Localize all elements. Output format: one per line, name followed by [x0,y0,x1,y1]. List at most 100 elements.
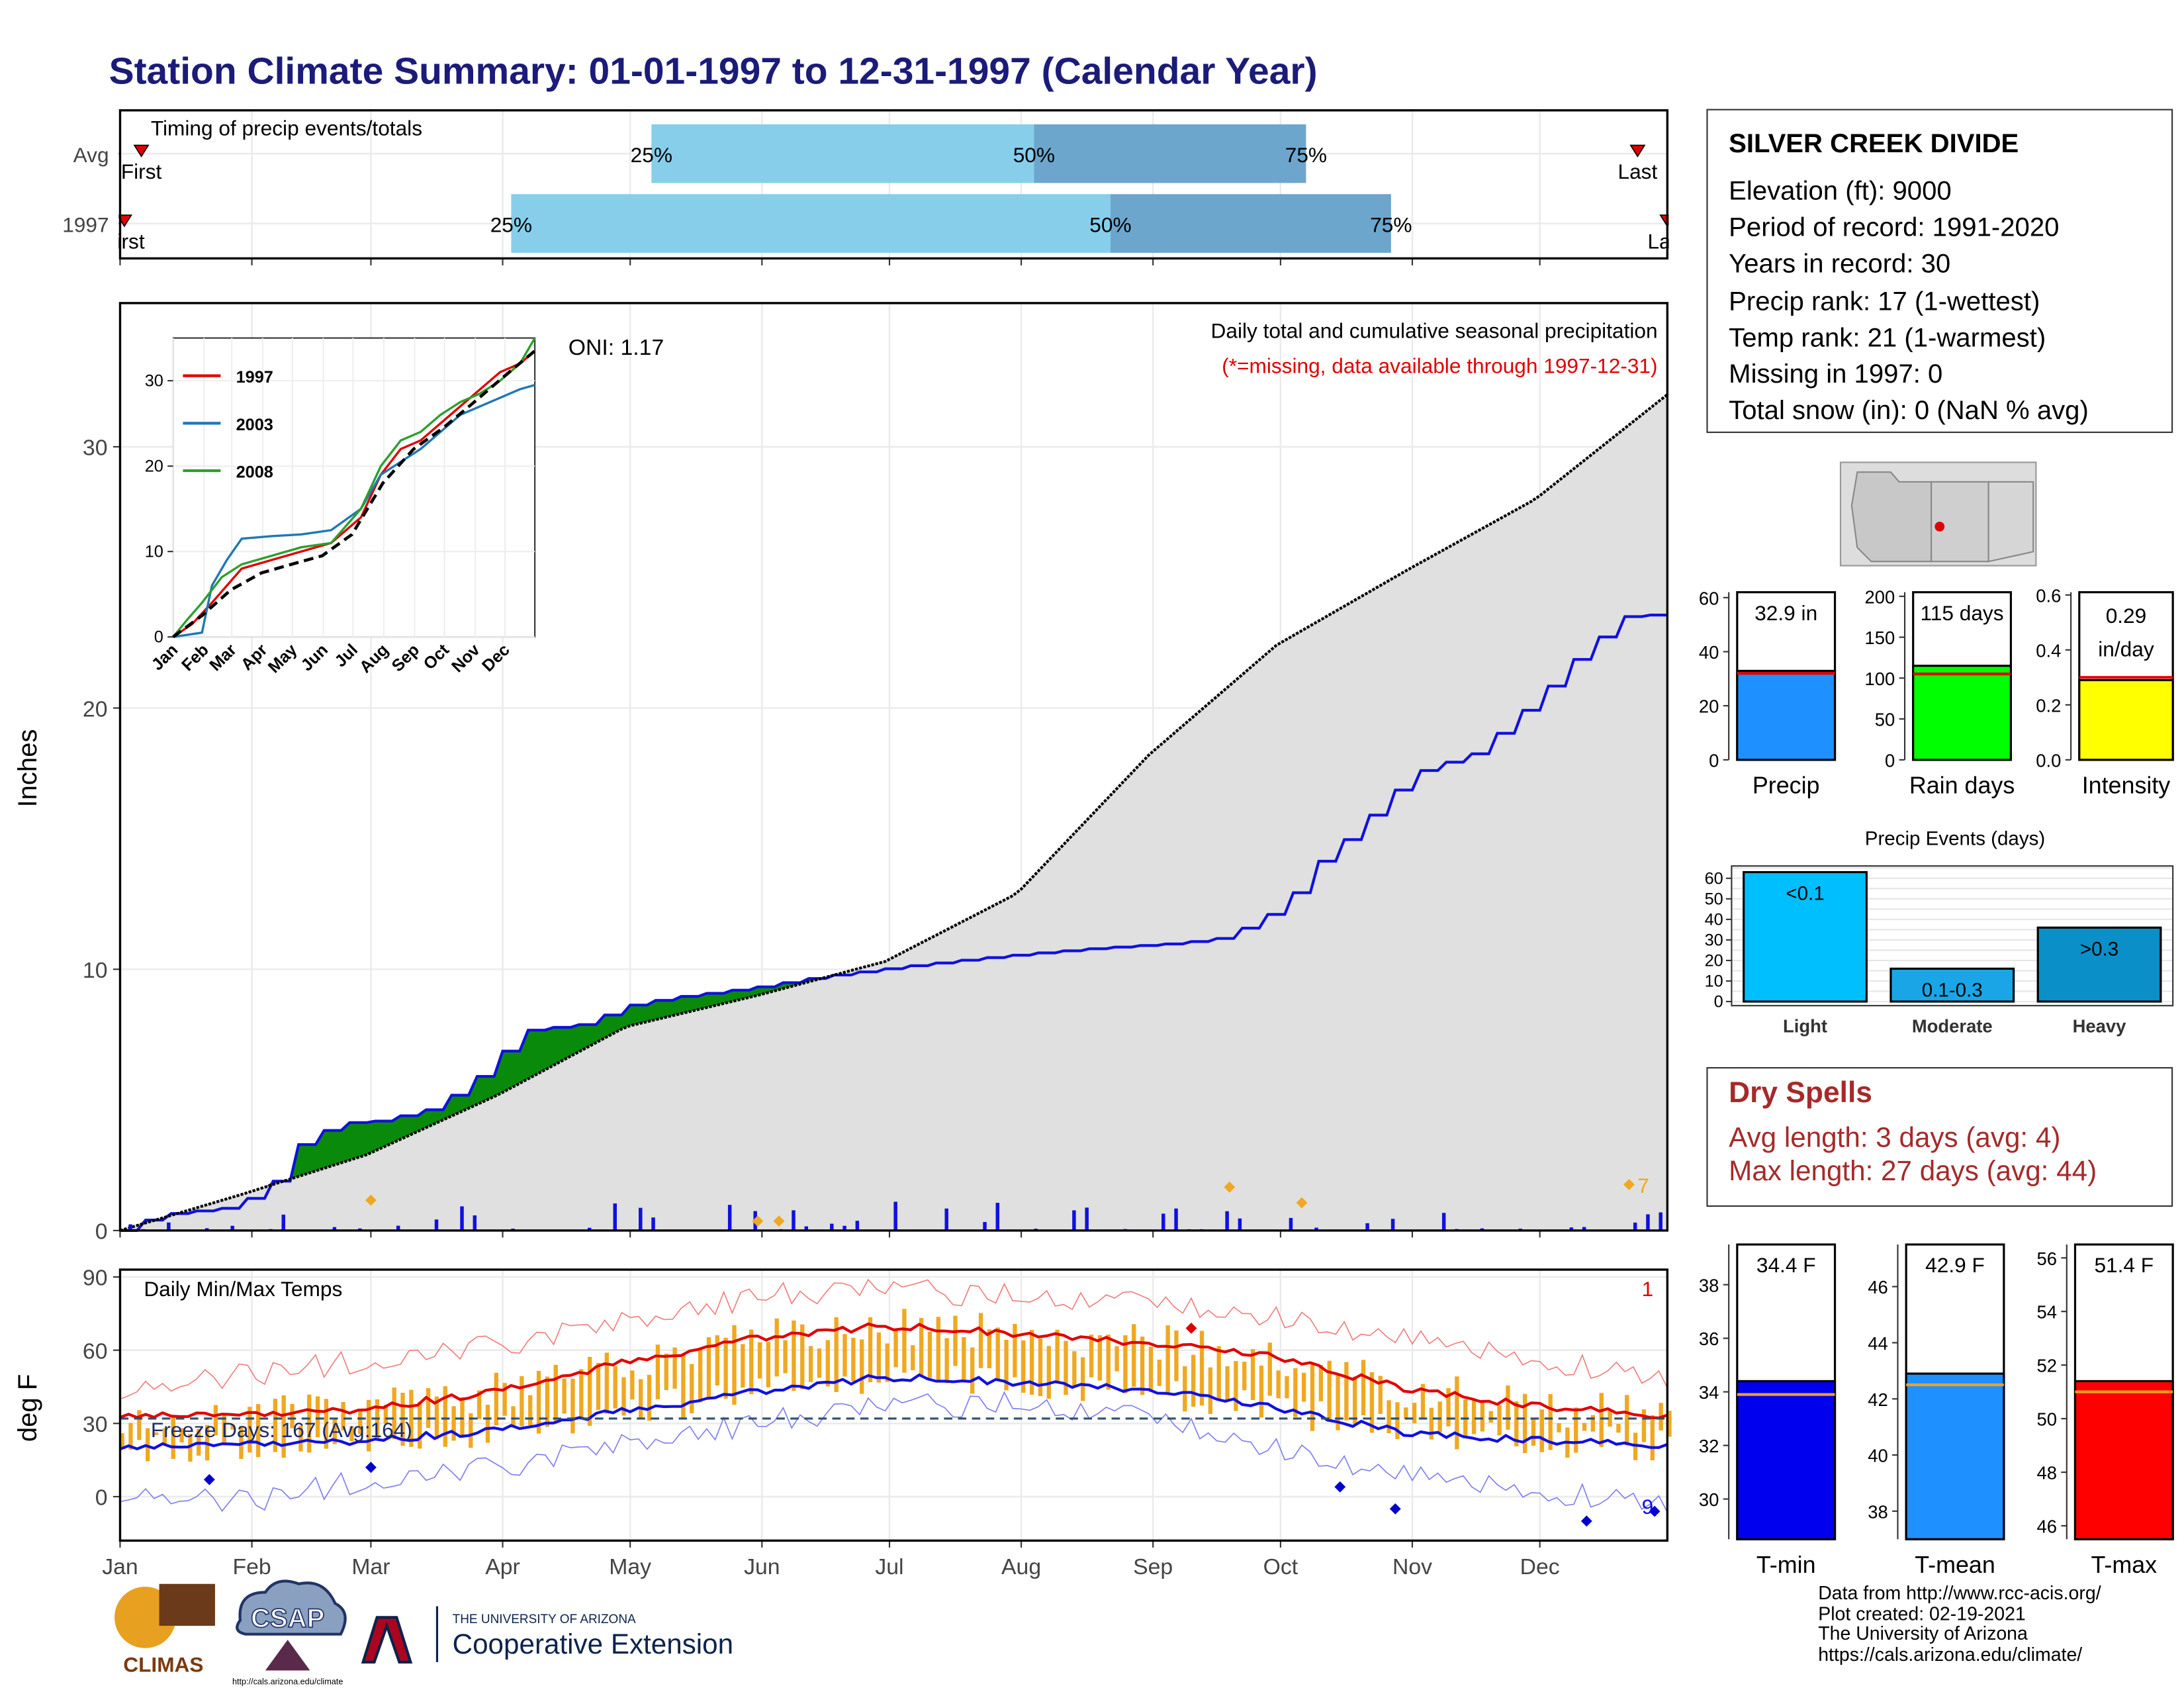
daily-temp-bar [1548,1393,1553,1450]
daily-temp-bar [1174,1330,1179,1382]
daily-precip-bar [1633,1222,1637,1231]
credit-university: The University of Arizona [1818,1622,2028,1644]
daily-temp-bar [154,1432,159,1435]
daily-temp-bar [911,1345,915,1370]
daily-temp-bar [434,1396,439,1440]
timing-bar-q3-1 [1110,194,1391,253]
daily-temp-bar [698,1348,703,1403]
daily-temp-bar [1616,1423,1621,1433]
events-bar-label: 0.1-0.3 [1922,980,1983,1002]
daily-temp-bar [1216,1346,1221,1399]
tmean-bar [1905,1372,2005,1540]
daily-temp-bar [1625,1395,1629,1446]
daily-temp-bar [383,1404,388,1424]
daily-temp-bar [1353,1376,1357,1424]
daily-temp-bar [1344,1362,1349,1421]
daily-temp-bar [579,1369,584,1419]
station-info-box: SILVER CREEK DIVIDE Elevation (ft): 9000… [1706,109,2173,434]
inset-series-line-2003 [173,383,535,638]
timing-pct-label: 50% [1013,143,1055,167]
events-category-label: Light [1783,1015,1827,1036]
tmean-value-label: 42.9 F [1925,1253,1985,1277]
daily-temp-bar [792,1320,796,1391]
timing-bar-q3-0 [1034,124,1306,183]
temp-title: Daily Min/Max Temps [144,1277,342,1301]
cum-ytick-label: 20 [83,696,108,722]
daily-temp-bar [213,1405,218,1436]
cum-title: Daily total and cumulative seasonal prec… [1211,319,1658,343]
daily-temp-bar [1276,1370,1281,1399]
timing-bar-q2-1 [511,194,1111,253]
daily-temp-bar [613,1366,617,1409]
daily-temp-bar [1123,1335,1128,1393]
daily-temp-bar [179,1428,184,1442]
temp-ytick-label: 0 [95,1485,108,1511]
oni-label: ONI: 1.17 [569,335,664,360]
daily-temp-bar [876,1332,882,1383]
daily-temp-bar [1539,1409,1544,1452]
daily-temp-bar [817,1348,822,1378]
daily-temp-bar [494,1372,498,1426]
daily-temp-bar [808,1346,813,1382]
timing-frame [118,109,1669,260]
temp-series-avg-min [119,1373,1668,1451]
daily-temp-bar [1148,1346,1154,1392]
daily-temp-bar [392,1387,396,1440]
temp-month-label: Mar [351,1554,390,1579]
daily-precip-bar [128,1224,132,1231]
daily-temp-bar [1369,1372,1375,1433]
raindays-ytick-label: 200 [1865,586,1895,607]
tmean-ytick-label: 44 [1868,1333,1888,1354]
daily-temp-bar [553,1364,558,1421]
daily-temp-bar [1455,1376,1459,1450]
daily-temp-bar [443,1386,447,1447]
daily-temp-bar [1004,1339,1009,1391]
dry-spells-avg: Avg length: 3 days (avg: 4) [1729,1123,2061,1154]
daily-temp-bar [1514,1401,1519,1446]
daily-temp-bar [477,1390,482,1419]
daily-temp-bar [1437,1401,1442,1432]
daily-temp-bar [1208,1367,1213,1415]
tmin-ytick-label: 30 [1699,1489,1719,1510]
daily-temp-bar [128,1423,133,1450]
events-ytick-label: 20 [1705,951,1723,970]
timing-title: Timing of precip events/totals [151,117,422,140]
daily-temp-bar [1046,1346,1051,1399]
daily-precip-bar [842,1225,846,1231]
daily-temp-bar [1081,1357,1085,1401]
record-low-marker [365,1462,377,1474]
daily-precip-bar [893,1201,897,1231]
station-missing: Missing in 1997: 0 [1729,360,1943,390]
daily-temp-bar [1650,1415,1655,1461]
timing-first-label: First [121,160,162,183]
temp-month-label: Sep [1133,1554,1173,1579]
daily-temp-bar [451,1406,456,1441]
temp-ytick-label: 90 [83,1266,108,1291]
daily-temp-bar [987,1329,992,1368]
ua-line2: Cooperative Extension [453,1628,733,1660]
daily-temp-bar [1029,1329,1034,1395]
daily-temp-bar [927,1331,933,1378]
daily-temp-bar [171,1415,175,1459]
cum-1997-line [120,613,1668,1233]
dry-spells-box: Dry Spells Avg length: 3 days (avg: 4) M… [1706,1067,2173,1207]
cum-frame [118,302,1669,1232]
daily-temp-bar [273,1399,278,1452]
temp-month-label: Apr [485,1554,520,1579]
daily-temp-bar [1140,1336,1145,1395]
inset-ytick-label: 0 [154,628,163,647]
daily-temp-bar [664,1353,668,1390]
intensity-xlabel: Intensity [2082,772,2171,798]
raindays-xlabel: Rain days [1909,772,2015,798]
daily-temp-bar [1497,1405,1502,1436]
station-location-dot [1934,522,1945,532]
timing-first-marker [133,144,150,158]
tmin-ytick-label: 36 [1699,1329,1719,1349]
cum-ylabel: Inches [13,729,42,807]
daily-temp-bar [281,1395,286,1458]
daily-temp-bar [1387,1400,1391,1434]
intensity-value-label: 0.29 [2106,604,2147,628]
daily-temp-bar [1097,1335,1103,1381]
